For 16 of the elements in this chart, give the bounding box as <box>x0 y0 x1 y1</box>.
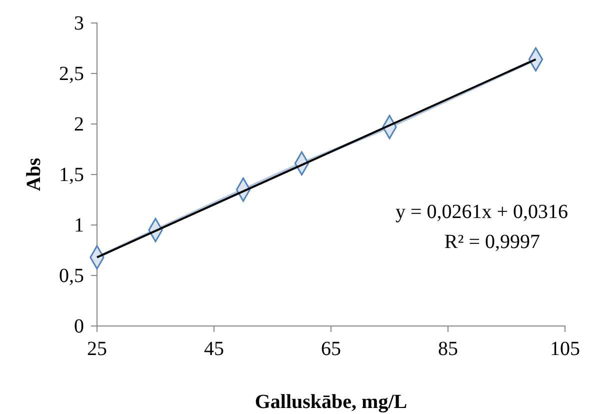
y-tick-label: 0,5 <box>59 264 84 287</box>
y-tick-label: 1,5 <box>59 164 84 186</box>
y-tick-label: 0 <box>74 315 84 338</box>
y-tick-label: 2,5 <box>59 62 84 85</box>
x-tick-label: 45 <box>204 338 224 360</box>
x-tick-label: 105 <box>550 338 580 360</box>
y-axis-title: Abs <box>23 158 45 192</box>
annotation: y = 0,0261x + 0,0316 <box>395 201 568 223</box>
x-axis-title: Galluskābe, mg/L <box>254 391 408 413</box>
x-tick-label: 65 <box>321 338 341 360</box>
y-tick-label: 1 <box>74 214 84 236</box>
y-tick-label: 2 <box>74 113 84 136</box>
x-tick-label: 25 <box>87 338 107 360</box>
annotation: R² = 0,9997 <box>444 231 540 253</box>
x-tick-label: 85 <box>438 338 458 360</box>
y-tick-label: 3 <box>74 12 84 34</box>
